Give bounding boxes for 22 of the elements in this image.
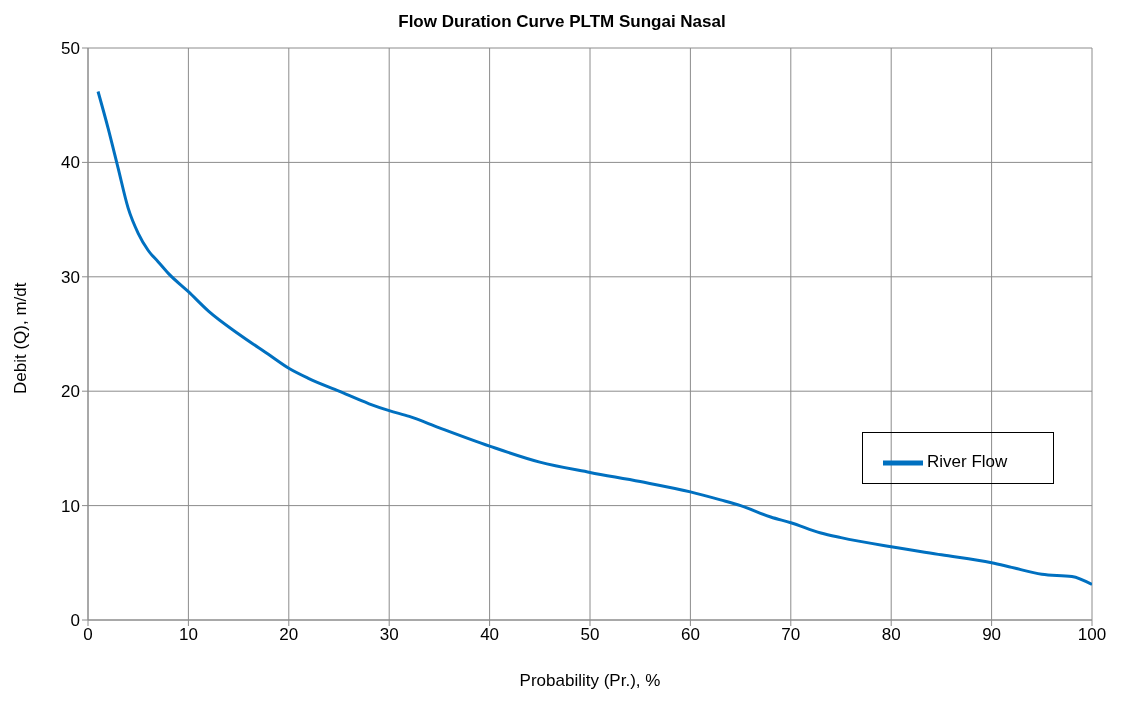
y-tick-label: 30 (61, 267, 80, 287)
y-tick-label: 40 (61, 153, 80, 173)
y-tick-label: 0 (70, 611, 80, 631)
x-tick-label: 20 (279, 625, 299, 645)
x-tick-label: 0 (83, 625, 93, 645)
chart-title: Flow Duration Curve PLTM Sungai Nasal (397, 11, 727, 33)
x-tick-label: 90 (982, 625, 1002, 645)
x-tick-label: 50 (580, 625, 600, 645)
y-tick-label: 50 (61, 39, 80, 59)
legend-label: River Flow (927, 452, 1008, 472)
x-tick-label: 40 (480, 625, 500, 645)
x-tick-label: 80 (881, 625, 901, 645)
x-tick-label: 70 (781, 625, 801, 645)
x-tick-label: 60 (680, 625, 700, 645)
line-series (96, 89, 1092, 587)
y-tick-label: 10 (61, 496, 80, 516)
x-tick-label: 30 (379, 625, 399, 645)
y-tick-label: 20 (61, 382, 80, 402)
y-axis-title: Debit (Q), m/dt (11, 282, 31, 394)
x-tick-label: 10 (178, 625, 198, 645)
x-tick-label: 100 (1077, 625, 1107, 645)
x-axis-title: Probability (Pr.), % (519, 671, 661, 691)
